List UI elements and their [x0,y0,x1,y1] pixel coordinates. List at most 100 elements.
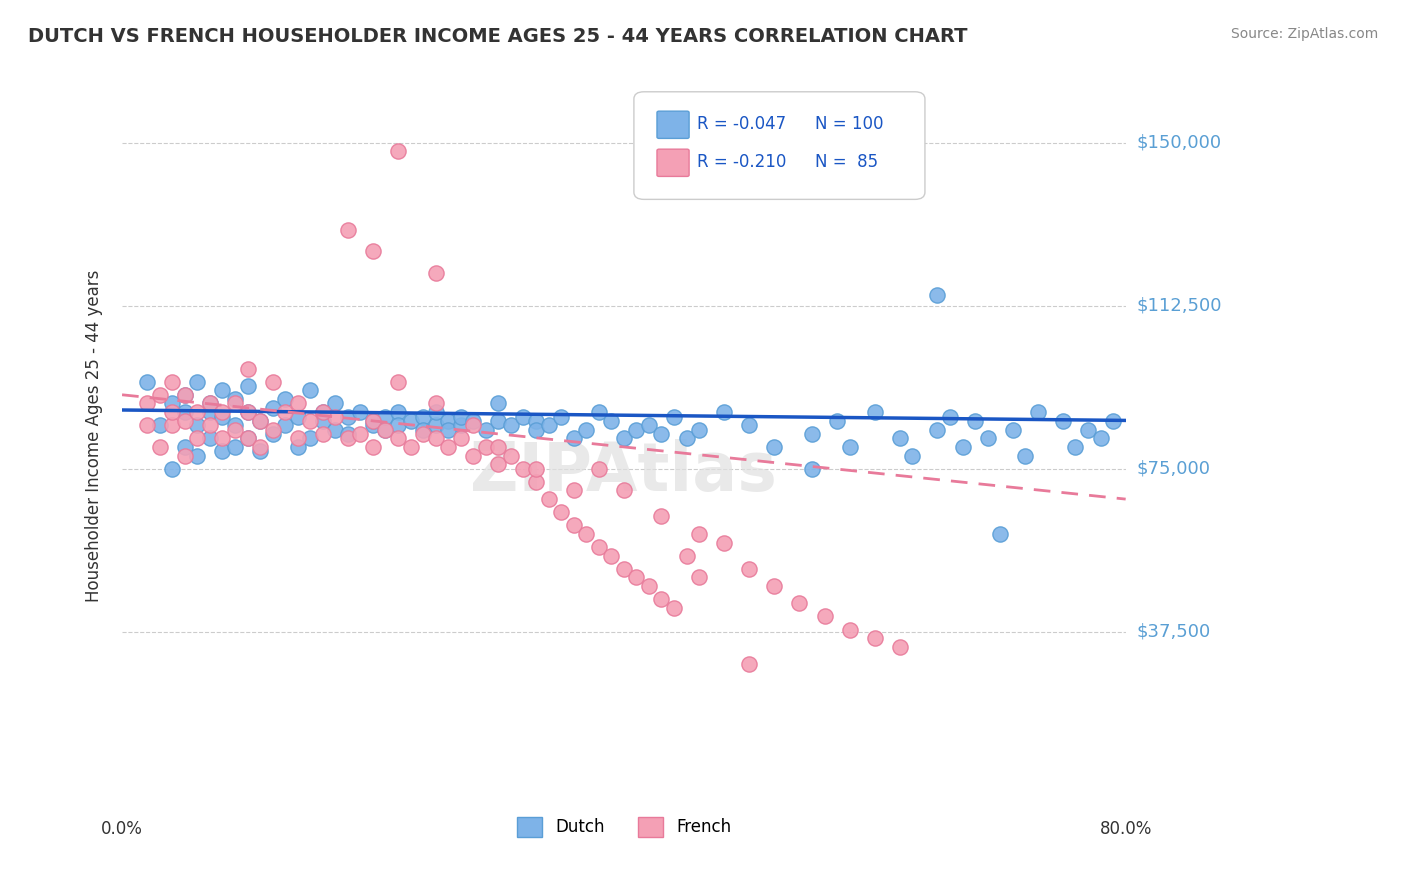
Point [976,431,998,445]
Point [512,409,534,424]
Point [1026,405,1049,419]
Point [1064,440,1087,454]
Point [499,449,522,463]
Text: $37,500: $37,500 [1137,623,1211,640]
Point [425,266,447,280]
Point [437,423,460,437]
Point [299,384,322,398]
Point [387,405,409,419]
Text: 80.0%: 80.0% [1099,820,1152,838]
Point [524,414,547,428]
Y-axis label: Householder Income Ages 25 - 44 years: Householder Income Ages 25 - 44 years [86,270,103,602]
Point [211,405,233,419]
Text: $150,000: $150,000 [1137,134,1222,152]
Point [149,440,172,454]
Point [236,405,259,419]
Point [399,440,422,454]
Point [499,418,522,433]
Point [475,423,498,437]
Point [575,527,598,541]
Point [662,600,685,615]
Point [1001,423,1024,437]
Point [763,440,786,454]
Point [486,414,509,428]
Point [952,440,974,454]
Point [412,423,434,437]
Text: DUTCH VS FRENCH HOUSEHOLDER INCOME AGES 25 - 44 YEARS CORRELATION CHART: DUTCH VS FRENCH HOUSEHOLDER INCOME AGES … [28,27,967,45]
Point [287,431,309,445]
Point [713,405,735,419]
Text: R = -0.210: R = -0.210 [697,153,786,171]
Point [475,440,498,454]
Point [224,440,246,454]
Point [901,449,924,463]
Point [524,423,547,437]
Point [287,440,309,454]
Point [1052,414,1074,428]
Point [463,414,485,428]
Point [336,222,359,236]
Point [965,414,987,428]
Point [600,549,623,563]
Point [136,396,159,410]
Point [186,449,208,463]
Point [688,423,710,437]
Point [550,505,572,519]
Point [650,509,672,524]
Point [224,392,246,406]
Point [650,426,672,441]
Point [838,440,860,454]
Point [136,375,159,389]
Point [588,461,610,475]
Point [450,431,472,445]
Point [186,375,208,389]
Point [437,414,460,428]
Point [299,414,322,428]
Point [425,431,447,445]
Point [361,418,384,433]
Point [236,431,259,445]
Point [211,431,233,445]
Point [863,631,886,645]
Point [638,418,661,433]
Point [738,657,761,672]
Point [160,405,183,419]
Point [374,423,396,437]
Point [1102,414,1125,428]
Point [361,414,384,428]
Point [838,623,860,637]
Point [173,388,195,402]
Point [738,562,761,576]
Point [312,405,335,419]
Point [450,418,472,433]
Point [562,483,585,498]
Point [274,418,297,433]
Text: Source: ZipAtlas.com: Source: ZipAtlas.com [1230,27,1378,41]
Text: N = 100: N = 100 [814,115,883,133]
Point [412,426,434,441]
Point [801,461,824,475]
Point [349,405,371,419]
Point [387,418,409,433]
Point [825,414,848,428]
Point [988,527,1011,541]
Point [801,426,824,441]
Point [198,418,221,433]
Point [249,414,271,428]
Point [638,579,661,593]
Point [173,449,195,463]
Point [211,409,233,424]
Point [863,405,886,419]
Point [537,492,560,507]
Point [249,440,271,454]
Point [486,396,509,410]
Point [287,396,309,410]
Point [588,540,610,554]
Point [299,431,322,445]
Text: N =  85: N = 85 [814,153,877,171]
Point [600,414,623,428]
Point [361,244,384,259]
Point [387,145,409,159]
Point [537,418,560,433]
Point [336,409,359,424]
